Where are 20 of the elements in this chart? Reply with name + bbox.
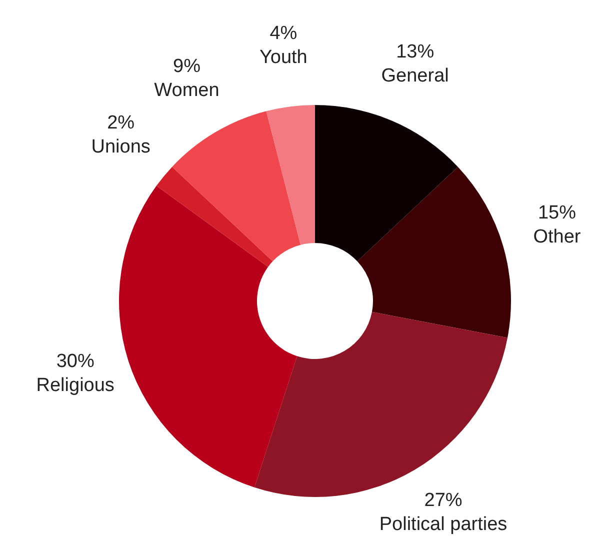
data-label: 9% xyxy=(172,56,201,78)
donut-slice xyxy=(119,186,298,488)
slice-label: General xyxy=(381,66,449,87)
data-label: 15% xyxy=(538,202,576,224)
slice-label: Political parties xyxy=(379,514,508,535)
data-label: 2% xyxy=(107,112,135,134)
donut-slice xyxy=(266,105,315,245)
donut-slice xyxy=(315,105,458,262)
slice-label: Youth xyxy=(259,46,308,68)
slice-label: Other xyxy=(533,226,582,248)
data-label: 13% xyxy=(396,42,434,63)
donut-slice xyxy=(172,111,301,262)
data-label: 30% xyxy=(56,350,94,372)
slice-label: Religious xyxy=(36,374,114,396)
slice-label: Unions xyxy=(91,136,150,158)
data-label: 4% xyxy=(270,22,298,44)
donut-slice xyxy=(357,166,511,338)
donut-slice xyxy=(156,166,273,267)
slice-label: Women xyxy=(154,80,220,102)
data-label: 27% xyxy=(424,490,462,511)
